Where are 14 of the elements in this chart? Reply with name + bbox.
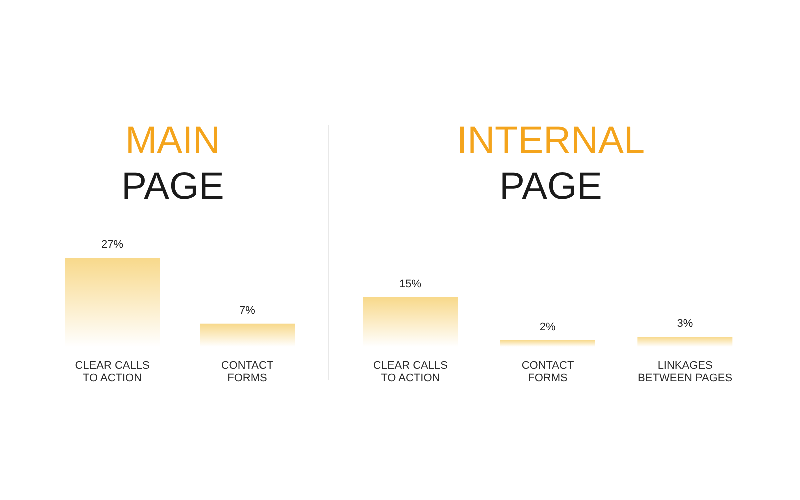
data-label: 3% — [677, 318, 694, 330]
chart-subtitle: PAGE — [498, 166, 604, 208]
x-tick-label: LINKAGES BETWEEN PAGES — [638, 360, 733, 384]
data-label: 7% — [240, 304, 256, 317]
x-tick-label: CLEAR CALLS TO ACTION — [75, 360, 150, 384]
data-label: 2% — [540, 321, 556, 334]
x-tick-label: CONTACT FORMS — [522, 360, 574, 384]
chart-subtitle: PAGE — [120, 166, 226, 208]
data-label: 15% — [399, 278, 422, 291]
chart-title: INTERNAL — [456, 120, 646, 162]
chart-title: MAIN — [124, 120, 222, 162]
x-tick-label: CONTACT FORMS — [221, 360, 274, 384]
x-tick-label: CLEAR CALLS TO ACTION — [373, 360, 448, 384]
data-label: 27% — [101, 239, 124, 251]
